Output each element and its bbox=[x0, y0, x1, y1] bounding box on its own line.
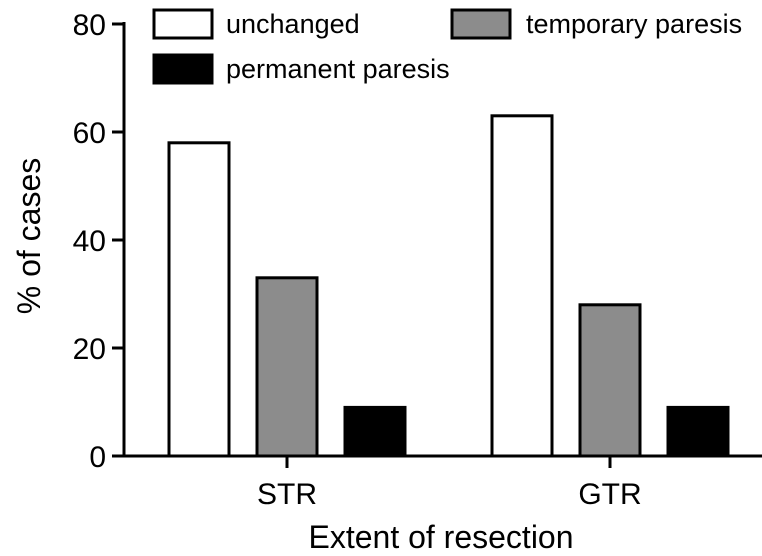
legend-swatch-unchanged bbox=[152, 8, 214, 40]
bar-gtr-permanent-paresis bbox=[666, 405, 730, 458]
y-axis: 0 20 40 60 80 bbox=[73, 9, 126, 474]
y-tick-label: 60 bbox=[73, 117, 106, 150]
legend-label-unchanged: unchanged bbox=[226, 9, 360, 39]
bar-str-unchanged bbox=[167, 141, 231, 458]
x-axis-title: Extent of resection bbox=[308, 519, 573, 555]
plot-area bbox=[167, 114, 730, 458]
y-tick-label: 0 bbox=[89, 441, 106, 474]
bar-gtr-temporary-paresis bbox=[578, 303, 642, 458]
y-tick-label: 20 bbox=[73, 333, 106, 366]
x-tick-label: STR bbox=[257, 478, 317, 511]
legend-label-temporary-paresis: temporary paresis bbox=[526, 9, 742, 39]
legend-label-permanent-paresis: permanent paresis bbox=[226, 54, 450, 84]
x-axis: STR GTR bbox=[124, 454, 762, 511]
y-tick-label: 40 bbox=[73, 225, 106, 258]
y-tick-label: 80 bbox=[73, 9, 106, 42]
legend: unchanged temporary paresis permanent pare… bbox=[152, 8, 742, 85]
x-tick-label: GTR bbox=[578, 478, 641, 511]
bar-str-temporary-paresis bbox=[255, 276, 319, 458]
y-axis-title: % of cases bbox=[11, 158, 47, 315]
bar-gtr-unchanged bbox=[490, 114, 554, 458]
bar-str-permanent-paresis bbox=[343, 405, 407, 458]
legend-swatch-temporary-paresis bbox=[450, 8, 512, 40]
legend-swatch-permanent-paresis bbox=[152, 53, 214, 85]
